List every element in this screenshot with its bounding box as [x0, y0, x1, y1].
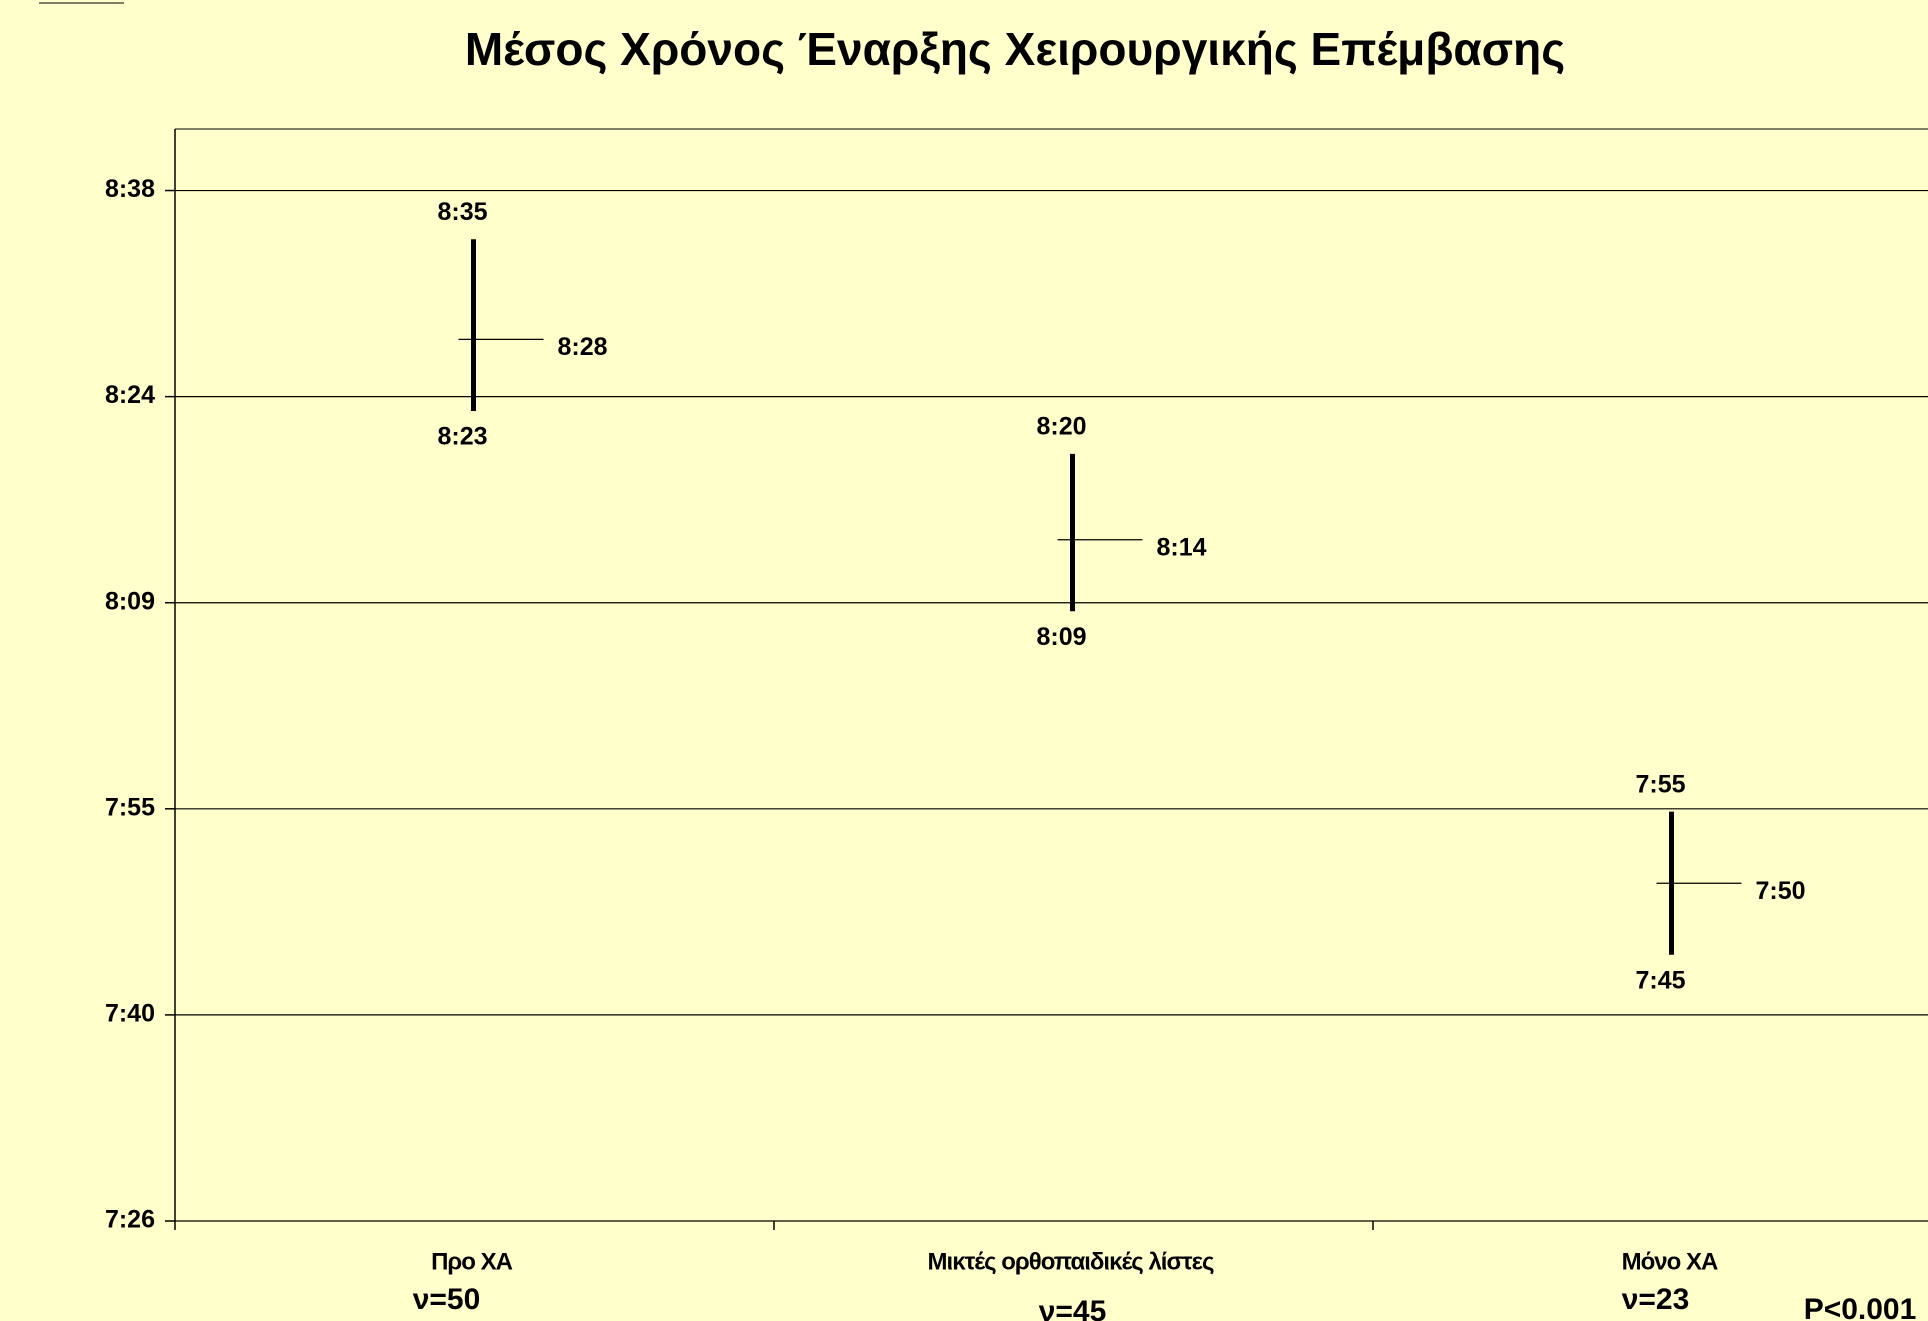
- low-label: 7:45: [1635, 966, 1685, 994]
- mean-label: 8:14: [1157, 533, 1207, 561]
- high-label: 7:55: [1635, 770, 1685, 798]
- y-tick-label: 7:26: [105, 1206, 155, 1234]
- y-tick-label: 8:24: [105, 381, 155, 409]
- category-note: ν=45: [1039, 1295, 1107, 1321]
- y-tick-label: 7:40: [105, 1000, 155, 1028]
- chart-title: Μέσος Χρόνος Έναρξης Χειρουργικής Επέμβα…: [465, 23, 1565, 75]
- category-note: ν=23: [1622, 1283, 1690, 1316]
- y-tick-label: 7:55: [105, 793, 155, 821]
- category-note: ν=50: [413, 1283, 481, 1316]
- mean-label: 8:28: [558, 333, 608, 361]
- high-label: 8:35: [437, 198, 487, 226]
- x-tick-label: Μικτές ορθοπαιδικές λίστες: [928, 1248, 1214, 1275]
- annotation: P<0.001: [1804, 1293, 1917, 1321]
- mean-label: 7:50: [1756, 877, 1806, 905]
- y-tick-label: 8:38: [105, 175, 155, 203]
- x-tick-label: Προ ΧΑ: [431, 1248, 513, 1275]
- y-tick-label: 8:09: [105, 587, 155, 615]
- low-label: 8:09: [1036, 623, 1086, 651]
- x-tick-label: Μόνο ΧΑ: [1622, 1248, 1718, 1275]
- high-label: 8:20: [1036, 412, 1086, 440]
- low-label: 8:23: [437, 423, 487, 451]
